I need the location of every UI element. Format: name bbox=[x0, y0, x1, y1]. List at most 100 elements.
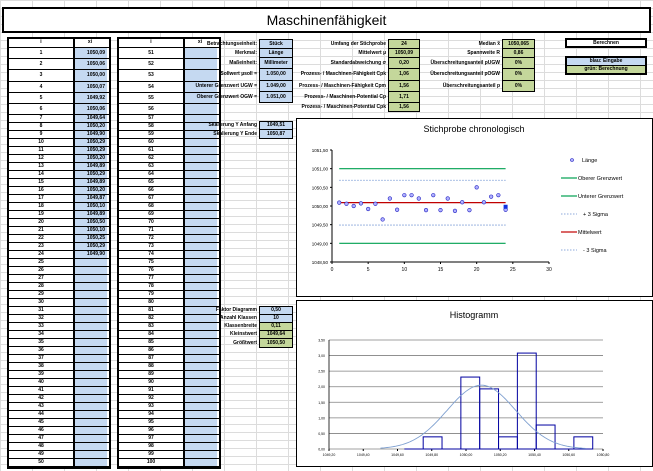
chart-chronological[interactable]: Stichprobe chronologisch 1048,50 1049,00 10… bbox=[296, 118, 653, 297]
value-cell[interactable] bbox=[185, 93, 217, 103]
value-cell[interactable] bbox=[75, 259, 107, 266]
value-cell[interactable] bbox=[185, 315, 217, 322]
value-cell[interactable]: 1050,29 bbox=[75, 243, 107, 250]
value-cell[interactable] bbox=[185, 219, 217, 226]
input-value[interactable]: 1.051,00 bbox=[259, 91, 293, 103]
value-cell[interactable] bbox=[75, 323, 107, 330]
value-cell[interactable] bbox=[75, 363, 107, 370]
value-cell[interactable] bbox=[185, 331, 217, 338]
value-cell[interactable] bbox=[185, 259, 217, 266]
value-cell[interactable] bbox=[75, 451, 107, 458]
value-cell[interactable]: 1050,50 bbox=[75, 219, 107, 226]
value-cell[interactable] bbox=[75, 435, 107, 442]
value-cell[interactable] bbox=[75, 419, 107, 426]
value-cell[interactable] bbox=[75, 307, 107, 314]
value-cell[interactable] bbox=[185, 451, 217, 458]
value-cell[interactable] bbox=[185, 419, 217, 426]
value-cell[interactable] bbox=[185, 179, 217, 186]
value-cell[interactable] bbox=[185, 275, 217, 282]
value-cell[interactable] bbox=[185, 104, 217, 114]
value-cell[interactable] bbox=[75, 379, 107, 386]
value-cell[interactable] bbox=[185, 139, 217, 146]
value-cell[interactable]: 1050,00 bbox=[75, 70, 107, 81]
value-cell[interactable] bbox=[185, 363, 217, 370]
value-cell[interactable]: 1050,29 bbox=[75, 147, 107, 154]
value-cell[interactable] bbox=[185, 131, 217, 138]
value-cell[interactable] bbox=[75, 403, 107, 410]
value-cell[interactable]: 1050,20 bbox=[75, 187, 107, 194]
chart-histogram[interactable]: Histogramm 0,00 0,50 1,00 1,50 2,00 2,50 3,00 3,… bbox=[296, 300, 653, 467]
value-cell[interactable] bbox=[185, 403, 217, 410]
value-cell[interactable] bbox=[75, 427, 107, 434]
value-cell[interactable] bbox=[185, 251, 217, 258]
value-cell[interactable] bbox=[185, 70, 217, 81]
value-cell[interactable] bbox=[75, 371, 107, 378]
value-cell[interactable] bbox=[75, 411, 107, 418]
value-cell[interactable] bbox=[185, 411, 217, 418]
value-cell[interactable]: 1050,20 bbox=[75, 155, 107, 162]
value-cell[interactable] bbox=[185, 59, 217, 69]
value-cell[interactable]: 1049,92 bbox=[75, 93, 107, 103]
value-cell[interactable] bbox=[75, 459, 107, 466]
value-cell[interactable] bbox=[75, 355, 107, 362]
value-cell[interactable] bbox=[75, 347, 107, 354]
value-cell[interactable] bbox=[185, 291, 217, 298]
value-cell[interactable] bbox=[75, 387, 107, 394]
value-cell[interactable] bbox=[185, 203, 217, 210]
value-cell[interactable]: 1050,06 bbox=[75, 104, 107, 114]
value-cell[interactable] bbox=[75, 395, 107, 402]
value-cell[interactable]: 1049,89 bbox=[75, 163, 107, 170]
value-cell[interactable]: 1049,64 bbox=[75, 115, 107, 122]
value-cell[interactable] bbox=[185, 459, 217, 466]
value-cell[interactable] bbox=[185, 155, 217, 162]
value-cell[interactable] bbox=[185, 427, 217, 434]
value-cell[interactable] bbox=[185, 187, 217, 194]
value-cell[interactable] bbox=[185, 347, 217, 354]
value-cell[interactable] bbox=[185, 355, 217, 362]
value-cell[interactable] bbox=[185, 323, 217, 330]
value-cell[interactable] bbox=[185, 227, 217, 234]
value-cell[interactable]: 1050,29 bbox=[75, 171, 107, 178]
value-cell[interactable] bbox=[185, 235, 217, 242]
value-cell[interactable] bbox=[185, 267, 217, 274]
value-cell[interactable]: 1049,90 bbox=[75, 131, 107, 138]
value-cell[interactable] bbox=[185, 395, 217, 402]
value-cell[interactable]: 1050,10 bbox=[75, 227, 107, 234]
value-cell[interactable] bbox=[185, 283, 217, 290]
value-cell[interactable] bbox=[75, 267, 107, 274]
value-cell[interactable] bbox=[75, 291, 107, 298]
value-cell[interactable] bbox=[185, 379, 217, 386]
value-cell[interactable] bbox=[185, 123, 217, 130]
value-cell[interactable]: 1049,90 bbox=[75, 251, 107, 258]
value-cell[interactable] bbox=[185, 307, 217, 314]
value-cell[interactable] bbox=[75, 331, 107, 338]
value-cell[interactable] bbox=[185, 115, 217, 122]
value-cell[interactable] bbox=[185, 339, 217, 346]
value-cell[interactable] bbox=[185, 243, 217, 250]
value-cell[interactable] bbox=[75, 443, 107, 450]
value-cell[interactable]: 1050,06 bbox=[75, 59, 107, 69]
value-cell[interactable] bbox=[185, 387, 217, 394]
value-cell[interactable] bbox=[185, 195, 217, 202]
value-cell[interactable] bbox=[185, 299, 217, 306]
calculate-button[interactable]: Berechnen bbox=[565, 38, 647, 48]
value-cell[interactable]: 1049,87 bbox=[75, 195, 107, 202]
value-cell[interactable] bbox=[185, 171, 217, 178]
value-cell[interactable] bbox=[75, 315, 107, 322]
scaling-value[interactable]: 1050,87 bbox=[259, 129, 293, 139]
value-cell[interactable]: 1050,20 bbox=[75, 123, 107, 130]
value-cell[interactable]: 1050,25 bbox=[75, 235, 107, 242]
value-cell[interactable] bbox=[185, 371, 217, 378]
value-cell[interactable] bbox=[185, 435, 217, 442]
value-cell[interactable] bbox=[185, 48, 217, 58]
value-cell[interactable] bbox=[185, 211, 217, 218]
value-cell[interactable] bbox=[75, 275, 107, 282]
value-cell[interactable]: 1050,09 bbox=[75, 48, 107, 58]
value-cell[interactable] bbox=[75, 339, 107, 346]
value-cell[interactable] bbox=[185, 147, 217, 154]
value-cell[interactable]: 1049,89 bbox=[75, 211, 107, 218]
value-cell[interactable]: 1050,07 bbox=[75, 82, 107, 92]
value-cell[interactable]: 1049,89 bbox=[75, 179, 107, 186]
value-cell[interactable] bbox=[185, 443, 217, 450]
value-cell[interactable] bbox=[75, 283, 107, 290]
